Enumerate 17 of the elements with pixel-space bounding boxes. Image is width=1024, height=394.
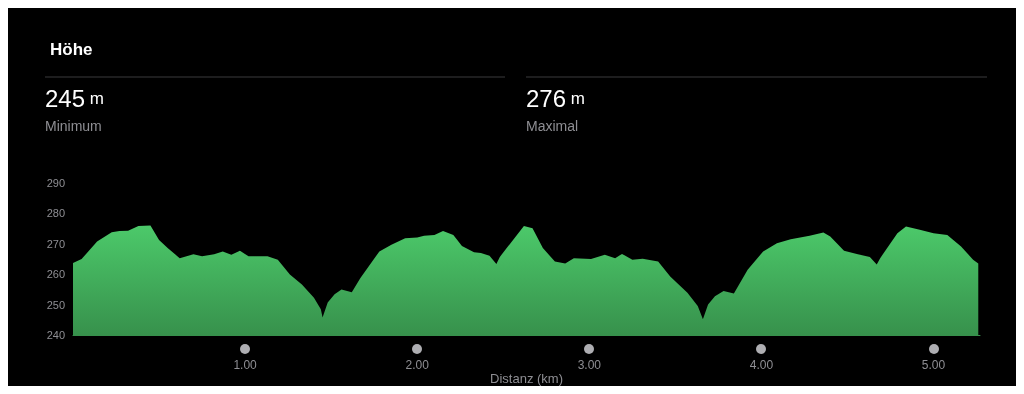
y-tick-label: 280 — [46, 207, 65, 220]
y-tick-label: 290 — [46, 177, 65, 189]
y-tick-label: 250 — [46, 298, 65, 311]
y-tick-label: 270 — [46, 237, 65, 250]
x-axis-title: Distanz (km) — [490, 371, 563, 386]
text: Maximal — [526, 118, 579, 134]
x-tick-label: 1.00 — [233, 358, 258, 373]
text: Minimum — [45, 118, 102, 134]
x-tick-label: 3.00 — [577, 358, 602, 373]
y-tick-label: 240 — [46, 329, 65, 342]
chart-title: Höhe — [50, 40, 93, 59]
x-tick-label: 2.00 — [405, 358, 430, 373]
text: 245 m — [45, 84, 104, 112]
x-tick-label: 5.00 — [921, 358, 946, 373]
x-tick-label: 4.00 — [749, 358, 774, 373]
y-tick-label: 260 — [46, 268, 65, 281]
text: 276 m — [526, 84, 585, 112]
